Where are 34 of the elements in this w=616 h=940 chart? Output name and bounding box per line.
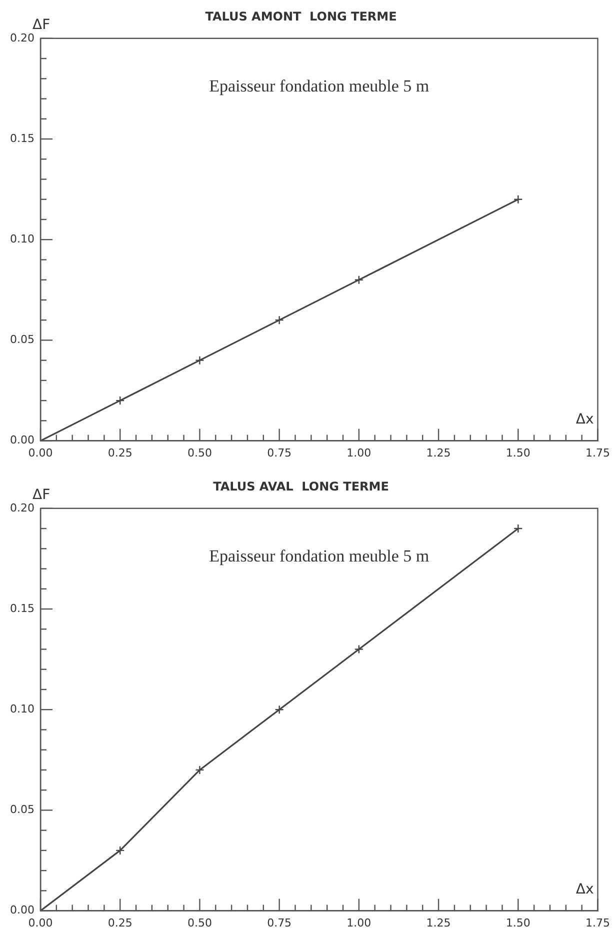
x-tick-label: 0.75 (267, 916, 292, 930)
x-tick-label: 1.00 (346, 446, 372, 460)
y-axis-title: ΔF (32, 17, 50, 34)
x-tick-label: 1.25 (426, 916, 451, 930)
y-axis-title: ΔF (32, 487, 50, 504)
annotation: Epaisseur fondation meuble 5 m (209, 546, 430, 566)
y-tick-label: 0.00 (10, 904, 34, 917)
x-tick-label: 1.75 (586, 446, 610, 460)
chart-title: TALUS AMONT LONG TERME (205, 9, 397, 24)
y-tick-label: 0.10 (10, 232, 34, 246)
y-tick-label: 0.15 (10, 132, 34, 145)
x-tick-label: 1.75 (586, 916, 610, 930)
y-tick-label: 0.20 (10, 31, 34, 44)
x-tick-label: 0.00 (28, 916, 53, 930)
x-tick-label: 0.75 (267, 446, 292, 460)
x-tick-label: 0.50 (187, 446, 212, 460)
x-tick-label: 0.00 (28, 446, 53, 460)
x-tick-label: 0.25 (108, 916, 132, 930)
y-tick-label: 0.20 (10, 501, 34, 514)
x-tick-label: 1.00 (346, 916, 372, 930)
x-tick-label: 1.25 (426, 446, 451, 460)
x-axis-title: Δx (576, 881, 594, 898)
y-tick-label: 0.05 (10, 803, 34, 816)
x-tick-label: 1.50 (506, 916, 530, 930)
x-tick-label: 0.25 (108, 446, 132, 460)
x-tick-label: 0.50 (187, 916, 212, 930)
x-axis-title: Δx (576, 411, 594, 428)
annotation: Epaisseur fondation meuble 5 m (209, 76, 430, 96)
y-tick-label: 0.00 (10, 434, 34, 447)
y-tick-label: 0.15 (10, 602, 34, 615)
y-tick-label: 0.10 (10, 702, 34, 716)
y-tick-label: 0.05 (10, 333, 34, 346)
chart-title: TALUS AVAL LONG TERME (213, 479, 389, 494)
x-tick-label: 1.50 (506, 446, 530, 460)
